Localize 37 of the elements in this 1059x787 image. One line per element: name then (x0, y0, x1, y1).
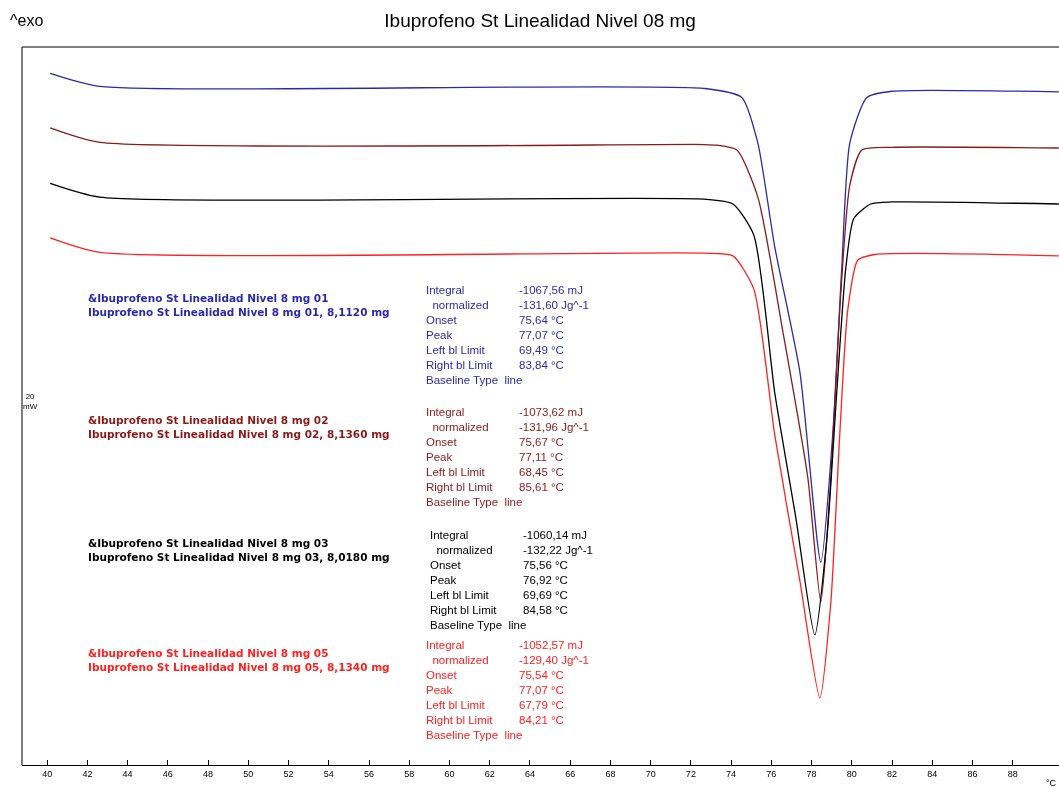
x-tick-label: 44 (122, 768, 133, 779)
annotation: -1052,57 mJ -129,40 Jg^-1 75,54 °C 77,07 °C 67,79 °C 84,21 °C (519, 639, 589, 726)
x-tick-label: 62 (484, 768, 495, 779)
annotation: -1060,14 mJ -132,22 Jg^-1 75,56 °C 76,92 °C 69,69 °C 84,58 °C (523, 529, 593, 616)
x-tick-label: 40 (42, 768, 53, 779)
x-tick-label: 70 (645, 768, 656, 779)
x-tick-label: 42 (82, 768, 93, 779)
x-tick-label: 54 (323, 768, 334, 779)
annotation: 20 mW (23, 392, 38, 412)
text: ^exo (10, 12, 44, 29)
x-tick-label: 60 (444, 768, 455, 779)
x-tick-label: 56 (364, 768, 375, 779)
x-tick-label: 64 (524, 768, 535, 779)
x-tick-label: 72 (685, 768, 696, 779)
x-tick-label: 80 (846, 768, 857, 779)
annotation: &Ibuprofeno St Linealidad Nivel 8 mg 01 Ibuprofeno St Linealidad Nivel 8 mg 01, 8,1120 mg (88, 292, 390, 318)
annotation: -1067,56 mJ -131,60 Jg^-1 75,64 °C 77,07 °C 69,49 °C 83,84 °C (519, 284, 589, 371)
x-tick-label: 86 (967, 768, 978, 779)
x-tick-label: 74 (726, 768, 737, 779)
x-tick-label: 66 (565, 768, 576, 779)
x-tick-label: 88 (1007, 768, 1018, 779)
x-tick-label: 52 (283, 768, 294, 779)
x-tick-label: 46 (162, 768, 173, 779)
x-tick-label: 50 (243, 768, 254, 779)
x-tick-label: 48 (203, 768, 214, 779)
annotation: -1073,62 mJ -131,96 Jg^-1 75,67 °C 77,11 °C 68,45 °C 85,61 °C (519, 406, 589, 493)
annotation: &Ibuprofeno St Linealidad Nivel 8 mg 05 Ibuprofeno St Linealidad Nivel 8 mg 05, 8,1340 mg (88, 647, 390, 673)
x-tick-label: 58 (404, 768, 415, 779)
x-tick-label: 78 (806, 768, 817, 779)
annotation: &Ibuprofeno St Linealidad Nivel 8 mg 03 Ibuprofeno St Linealidad Nivel 8 mg 03, 8,0180 mg (88, 537, 390, 563)
annotation: &Ibuprofeno St Linealidad Nivel 8 mg 02 Ibuprofeno St Linealidad Nivel 8 mg 02, 8,1360 mg (88, 414, 390, 440)
x-tick-label: 84 (927, 768, 938, 779)
x-tick-label: 68 (605, 768, 616, 779)
x-tick-label: 76 (766, 768, 777, 779)
x-tick-label: 82 (887, 768, 898, 779)
x-axis-title: °C (1046, 778, 1057, 787)
chart-title: Ibuprofeno St Linealidad Nivel 08 mg (384, 9, 696, 31)
